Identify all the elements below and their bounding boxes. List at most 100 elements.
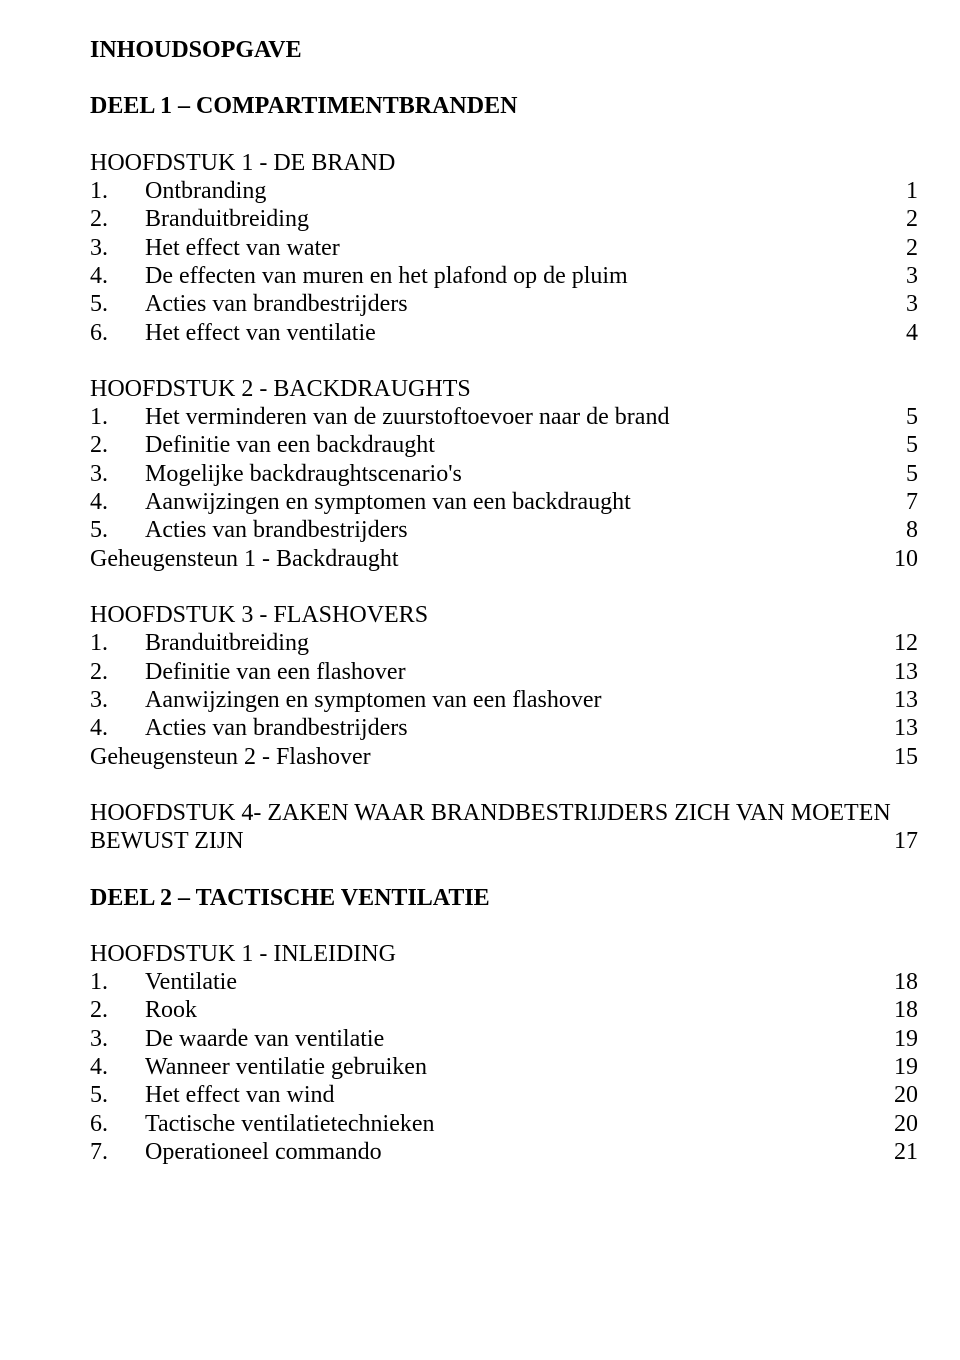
entry-num: 1. bbox=[90, 968, 145, 996]
entry-text: Acties van brandbestrijders bbox=[145, 714, 408, 742]
entry-num: 2. bbox=[90, 431, 145, 459]
entry-page: 13 bbox=[874, 658, 918, 686]
entry-page: 7 bbox=[886, 488, 918, 516]
entry-text: De effecten van muren en het plafond op … bbox=[145, 262, 628, 290]
entry-text: Mogelijke backdraughtscenario's bbox=[145, 460, 462, 488]
entry-page: 5 bbox=[886, 431, 918, 459]
toc-entry: 3.Aanwijzingen en symptomen van een flas… bbox=[90, 686, 918, 714]
entry-page: 19 bbox=[874, 1053, 918, 1081]
entry-num: 4. bbox=[90, 488, 145, 516]
entry-page: 13 bbox=[874, 714, 918, 742]
entry-page: 2 bbox=[886, 234, 918, 262]
chapter-heading-line2: BEWUST ZIJN 17 bbox=[90, 827, 918, 855]
toc-entry: 2.Branduitbreiding 2 bbox=[90, 205, 918, 233]
entry-page: 21 bbox=[874, 1138, 918, 1166]
entry-text: Het effect van ventilatie bbox=[145, 319, 376, 347]
toc-entry: 5.Het effect van wind 20 bbox=[90, 1081, 918, 1109]
toc-entry: 5.Acties van brandbestrijders 8 bbox=[90, 516, 918, 544]
entry-text: Operationeel commando bbox=[145, 1138, 382, 1166]
entry-num: 3. bbox=[90, 460, 145, 488]
entry-page: 17 bbox=[874, 827, 918, 855]
entry-page: 18 bbox=[874, 968, 918, 996]
entry-text: Het effect van water bbox=[145, 234, 340, 262]
toc-entry: 5.Acties van brandbestrijders 3 bbox=[90, 290, 918, 318]
entry-text: Het effect van wind bbox=[145, 1081, 334, 1109]
chapter-heading-line2-text: BEWUST ZIJN bbox=[90, 827, 244, 855]
entry-text: Het verminderen van de zuurstoftoevoer n… bbox=[145, 403, 669, 431]
toc-entry: Geheugensteun 2 - Flashover 15 bbox=[90, 743, 918, 771]
entry-num: 4. bbox=[90, 714, 145, 742]
entry-num: 1. bbox=[90, 403, 145, 431]
entry-num: 2. bbox=[90, 205, 145, 233]
entry-num: 5. bbox=[90, 1081, 145, 1109]
entry-page: 5 bbox=[886, 460, 918, 488]
entry-text: Branduitbreiding bbox=[145, 629, 309, 657]
chapter-heading: HOOFDSTUK 1 - DE BRAND bbox=[90, 149, 918, 177]
entry-num: 6. bbox=[90, 319, 145, 347]
toc-entry: 6.Tactische ventilatietechnieken 20 bbox=[90, 1110, 918, 1138]
toc-entry: 4.Acties van brandbestrijders 13 bbox=[90, 714, 918, 742]
toc-entry: 3.Het effect van water 2 bbox=[90, 234, 918, 262]
toc-entry: 3.Mogelijke backdraughtscenario's 5 bbox=[90, 460, 918, 488]
entry-page: 4 bbox=[886, 319, 918, 347]
entry-num: 1. bbox=[90, 177, 145, 205]
entry-page: 12 bbox=[874, 629, 918, 657]
entry-page: 20 bbox=[874, 1081, 918, 1109]
entry-num: 3. bbox=[90, 686, 145, 714]
entry-text: Wanneer ventilatie gebruiken bbox=[145, 1053, 427, 1081]
entry-text: Geheugensteun 2 - Flashover bbox=[90, 743, 371, 771]
entry-page: 2 bbox=[886, 205, 918, 233]
entry-text: Geheugensteun 1 - Backdraught bbox=[90, 545, 399, 573]
entry-text: Definitie van een backdraught bbox=[145, 431, 435, 459]
toc-entry: 6.Het effect van ventilatie 4 bbox=[90, 319, 918, 347]
toc-entry: 1.Branduitbreiding 12 bbox=[90, 629, 918, 657]
entry-page: 3 bbox=[886, 290, 918, 318]
entry-num: 5. bbox=[90, 290, 145, 318]
toc-entry: 2.Rook 18 bbox=[90, 996, 918, 1024]
toc-entry: 1.Ventilatie 18 bbox=[90, 968, 918, 996]
toc-entry: 2.Definitie van een flashover 13 bbox=[90, 658, 918, 686]
entry-text: Rook bbox=[145, 996, 197, 1024]
entry-num: 7. bbox=[90, 1138, 145, 1166]
toc-entry: 4.Wanneer ventilatie gebruiken 19 bbox=[90, 1053, 918, 1081]
entry-page: 10 bbox=[874, 545, 918, 573]
part-heading: DEEL 2 – TACTISCHE VENTILATIE bbox=[90, 884, 918, 912]
entry-num: 5. bbox=[90, 516, 145, 544]
toc-entry: 2.Definitie van een backdraught 5 bbox=[90, 431, 918, 459]
toc-entry: Geheugensteun 1 - Backdraught 10 bbox=[90, 545, 918, 573]
entry-num: 4. bbox=[90, 1053, 145, 1081]
chapter-heading-line1: HOOFDSTUK 4- ZAKEN WAAR BRANDBESTRIJDERS… bbox=[90, 799, 918, 827]
part-heading: DEEL 1 – COMPARTIMENTBRANDEN bbox=[90, 92, 918, 120]
toc-entry: 3.De waarde van ventilatie 19 bbox=[90, 1025, 918, 1053]
entry-page: 1 bbox=[886, 177, 918, 205]
entry-text: Aanwijzingen en symptomen van een backdr… bbox=[145, 488, 631, 516]
entry-text: Tactische ventilatietechnieken bbox=[145, 1110, 435, 1138]
entry-num: 3. bbox=[90, 1025, 145, 1053]
entry-page: 8 bbox=[886, 516, 918, 544]
entry-num: 3. bbox=[90, 234, 145, 262]
toc-entry: 7.Operationeel commando 21 bbox=[90, 1138, 918, 1166]
entry-page: 15 bbox=[874, 743, 918, 771]
entry-text: Branduitbreiding bbox=[145, 205, 309, 233]
toc-entry: 1.Ontbranding 1 bbox=[90, 177, 918, 205]
chapter-heading: HOOFDSTUK 3 - FLASHOVERS bbox=[90, 601, 918, 629]
entry-page: 5 bbox=[886, 403, 918, 431]
entry-text: Aanwijzingen en symptomen van een flasho… bbox=[145, 686, 602, 714]
chapter-heading: HOOFDSTUK 2 - BACKDRAUGHTS bbox=[90, 375, 918, 403]
toc-entry: 4.Aanwijzingen en symptomen van een back… bbox=[90, 488, 918, 516]
toc-entry: 4.De effecten van muren en het plafond o… bbox=[90, 262, 918, 290]
entry-num: 6. bbox=[90, 1110, 145, 1138]
entry-text: Acties van brandbestrijders bbox=[145, 290, 408, 318]
entry-num: 1. bbox=[90, 629, 145, 657]
toc-title: INHOUDSOPGAVE bbox=[90, 36, 918, 64]
entry-text: Acties van brandbestrijders bbox=[145, 516, 408, 544]
entry-text: De waarde van ventilatie bbox=[145, 1025, 384, 1053]
entry-text: Ventilatie bbox=[145, 968, 237, 996]
entry-page: 3 bbox=[886, 262, 918, 290]
entry-num: 2. bbox=[90, 996, 145, 1024]
entry-text: Ontbranding bbox=[145, 177, 266, 205]
entry-page: 20 bbox=[874, 1110, 918, 1138]
entry-num: 2. bbox=[90, 658, 145, 686]
entry-page: 19 bbox=[874, 1025, 918, 1053]
entry-page: 13 bbox=[874, 686, 918, 714]
